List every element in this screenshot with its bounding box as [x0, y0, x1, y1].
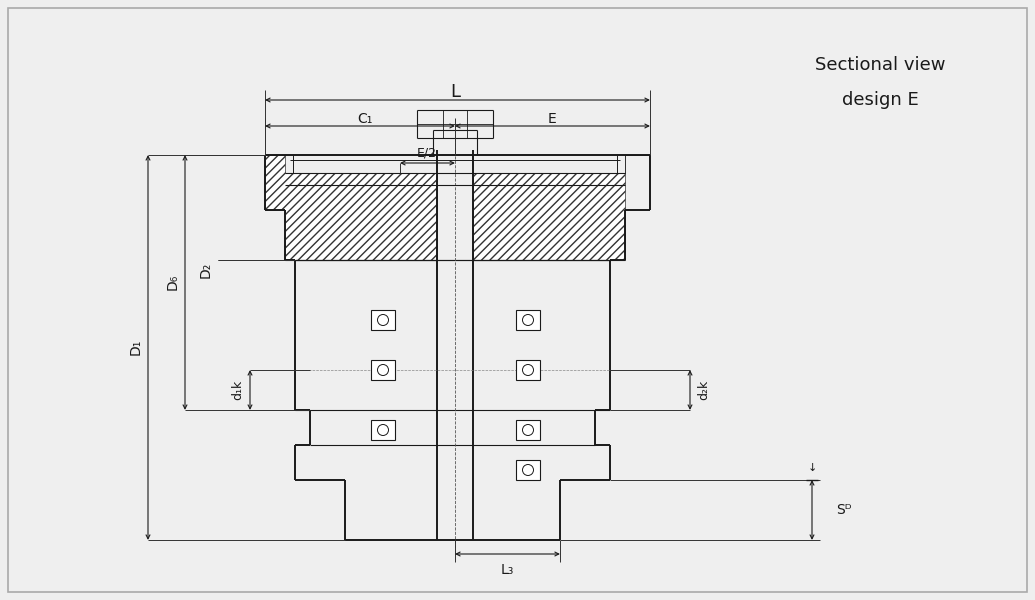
- Text: L: L: [450, 83, 460, 101]
- Text: ↓: ↓: [807, 463, 817, 473]
- Text: D₂: D₂: [199, 262, 213, 278]
- Text: C₁: C₁: [357, 112, 373, 126]
- Bar: [516, 420, 540, 440]
- Text: L₃: L₃: [500, 563, 513, 577]
- Text: D₁: D₁: [129, 339, 143, 355]
- Text: design E: design E: [841, 91, 918, 109]
- Bar: [371, 310, 395, 330]
- Text: d₂k: d₂k: [698, 380, 710, 400]
- Text: d₁k: d₁k: [232, 380, 244, 400]
- Bar: [516, 360, 540, 380]
- Bar: [371, 420, 395, 440]
- Text: Sectional view: Sectional view: [815, 56, 945, 74]
- Bar: [516, 460, 540, 480]
- Text: E/2: E/2: [417, 146, 437, 160]
- Polygon shape: [473, 155, 650, 260]
- Text: E: E: [548, 112, 557, 126]
- Text: D₆: D₆: [166, 274, 180, 290]
- Bar: [516, 310, 540, 330]
- Bar: [371, 360, 395, 380]
- Polygon shape: [265, 155, 437, 260]
- Text: Sᴰ: Sᴰ: [836, 503, 852, 517]
